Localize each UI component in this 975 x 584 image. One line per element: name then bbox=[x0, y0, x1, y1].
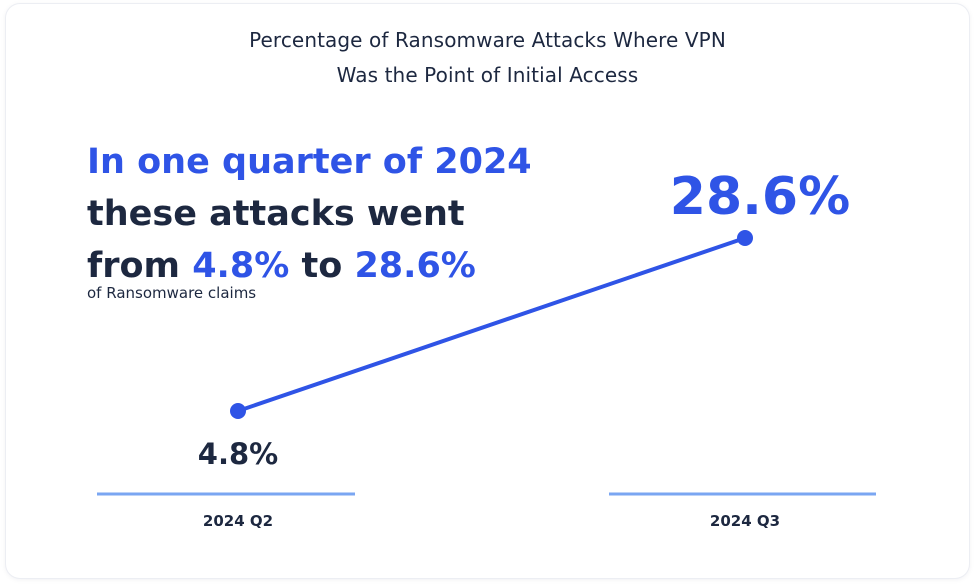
headline-line-2: these attacks went bbox=[87, 194, 465, 234]
chart-title: Percentage of Ransomware Attacks Where V… bbox=[0, 23, 975, 93]
chart-card bbox=[6, 4, 969, 578]
headline: In one quarter of 2024 these attacks wen… bbox=[87, 136, 532, 292]
headline-from-text: from bbox=[87, 246, 193, 286]
series-line bbox=[236, 236, 747, 413]
x-tick-label: 2024 Q3 bbox=[710, 512, 780, 530]
axis-group: 2024 Q2 2024 Q3 bbox=[97, 492, 876, 530]
chart-title-line-2: Was the Point of Initial Access bbox=[336, 63, 639, 87]
series-group bbox=[230, 230, 753, 419]
headline-to-text: to bbox=[289, 246, 355, 286]
data-label: 4.8% bbox=[198, 437, 278, 471]
headline-subtext: of Ransomware claims bbox=[87, 284, 257, 302]
headline-to-value: 28.6% bbox=[354, 246, 476, 286]
headline-from-value: 4.8% bbox=[192, 246, 290, 286]
data-label: 28.6% bbox=[670, 167, 850, 227]
data-point bbox=[737, 230, 753, 246]
data-point bbox=[230, 403, 246, 419]
chart-title-line-1: Percentage of Ransomware Attacks Where V… bbox=[249, 28, 726, 52]
x-tick-label: 2024 Q2 bbox=[203, 512, 273, 530]
headline-line-1: In one quarter of 2024 bbox=[87, 142, 532, 182]
headline-line-3: from 4.8% to 28.6% bbox=[87, 240, 532, 292]
label-group: 4.8% 28.6% bbox=[198, 167, 850, 471]
